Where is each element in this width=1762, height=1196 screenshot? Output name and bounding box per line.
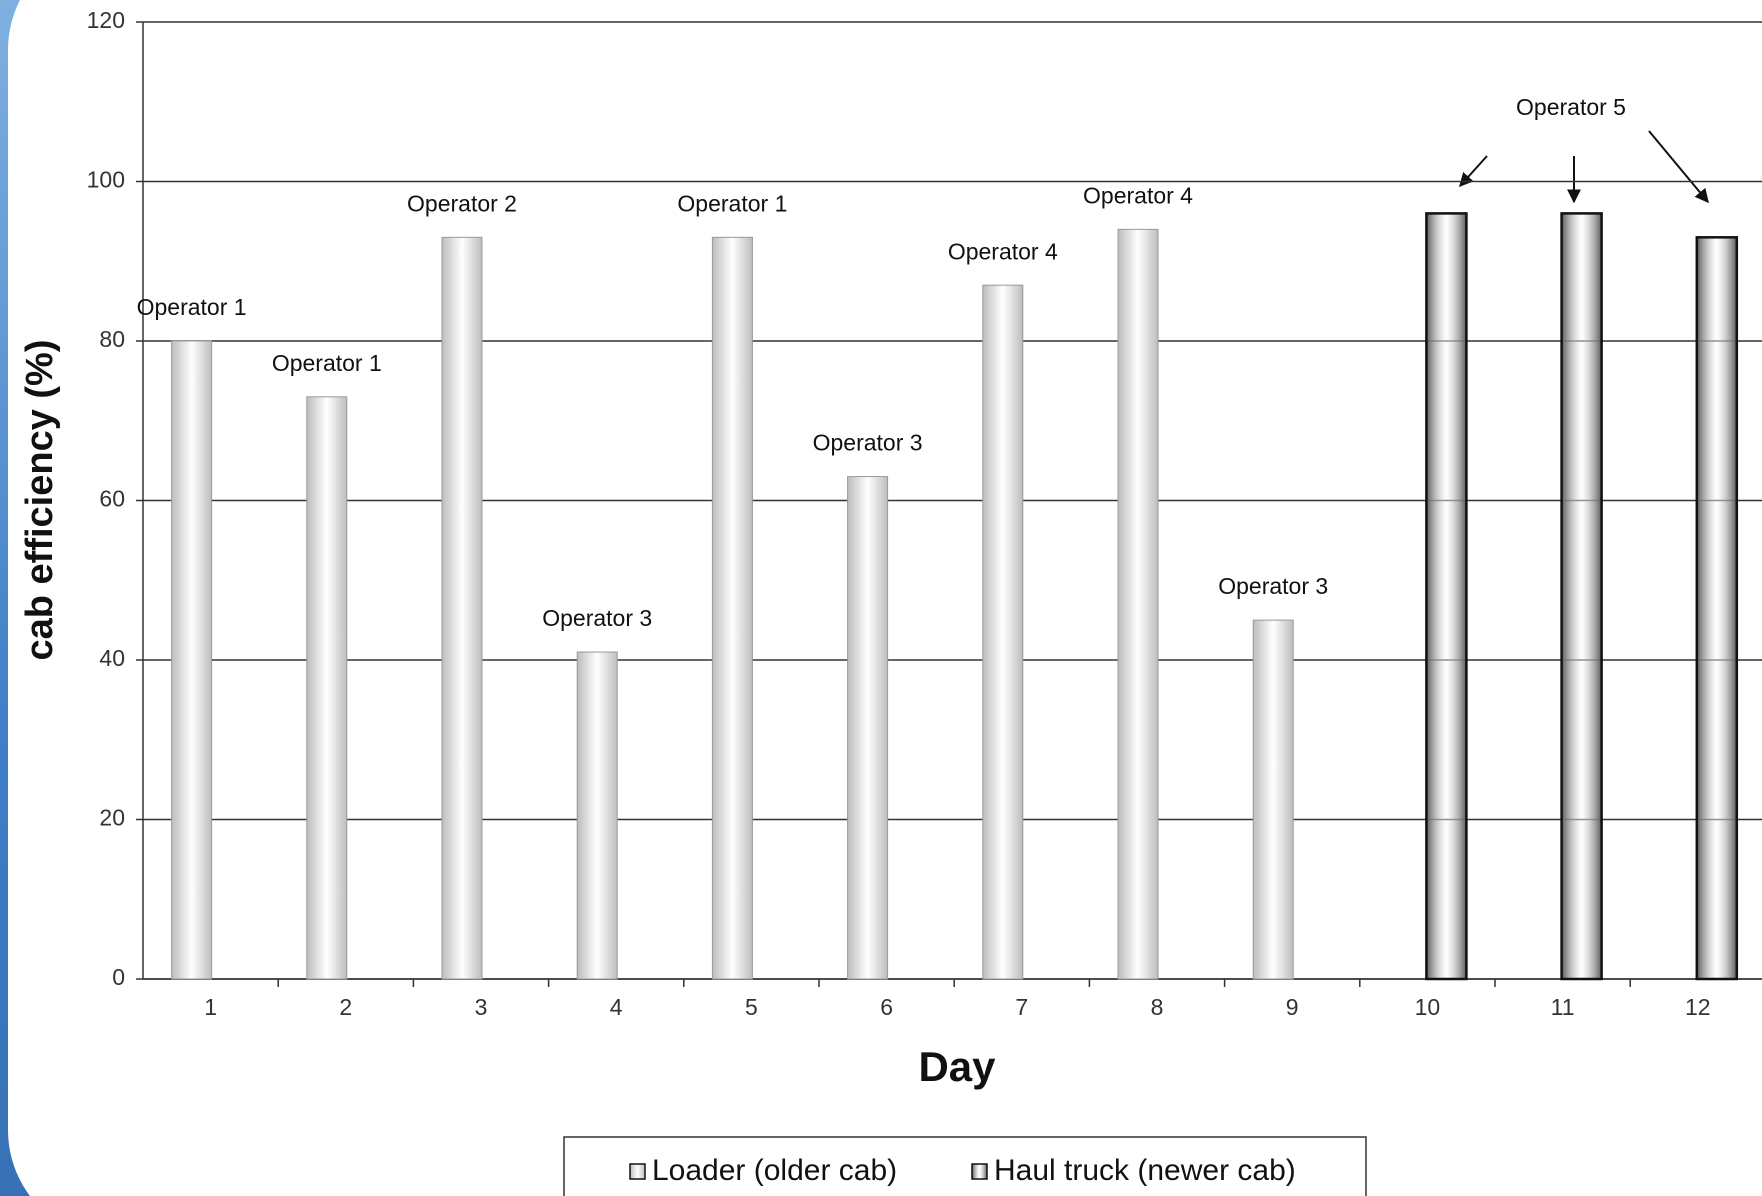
legend-label: Loader (older cab) [652,1154,897,1187]
y-tick-label: 40 [99,645,125,671]
bar [1425,212,1468,981]
y-tick-label: 100 [87,167,125,193]
operator-label: Operator 4 [948,238,1058,264]
operator-label: Operator 3 [542,605,652,631]
annotation-arrow [1648,130,1709,204]
operator-label: Operator 1 [137,294,247,320]
legend [563,1136,1367,1196]
x-tick-label: 10 [1415,994,1441,1020]
operator-label: Operator 1 [272,350,382,376]
y-tick-label: 20 [99,805,125,831]
annotation: Operator 5 [1516,94,1626,120]
operator-label: Operator 2 [407,190,517,216]
bar [576,651,618,980]
bar [171,340,213,980]
x-tick-label: 2 [339,994,352,1020]
x-tick-label: 12 [1685,994,1711,1020]
x-tick-label: 1 [204,994,217,1020]
operator-label: Operator 4 [1083,182,1193,208]
bar [441,236,483,980]
bar [982,284,1024,980]
legend-label: Haul truck (newer cab) [994,1154,1296,1187]
y-tick-label: 0 [112,964,125,990]
x-axis-label: Day [918,1043,996,1090]
x-tick-label: 11 [1551,994,1575,1020]
y-tick-label: 120 [87,7,125,33]
x-tick-label: 4 [610,994,623,1020]
legend-swatch [629,1163,646,1180]
bar [711,236,753,980]
x-tick-label: 3 [475,994,488,1020]
operator-label: Operator 1 [677,190,787,216]
x-tick-label: 8 [1151,994,1164,1020]
bar [1560,212,1603,981]
operator-label: Operator 3 [1218,573,1328,599]
y-tick-label: 60 [99,486,125,512]
x-tick-label: 9 [1286,994,1299,1020]
bar [1117,228,1159,980]
y-tick-label: 80 [99,326,125,352]
x-tick-label: 5 [745,994,758,1020]
x-tick-label: 6 [880,994,893,1020]
bar [847,476,889,980]
x-tick-label: 7 [1015,994,1028,1020]
operator-label: Operator 3 [813,430,923,456]
bar [1695,236,1739,981]
y-axis-label: cab efficiency (%) [19,340,61,661]
bar [1252,619,1294,980]
bar [306,396,348,980]
legend-swatch [971,1163,988,1180]
